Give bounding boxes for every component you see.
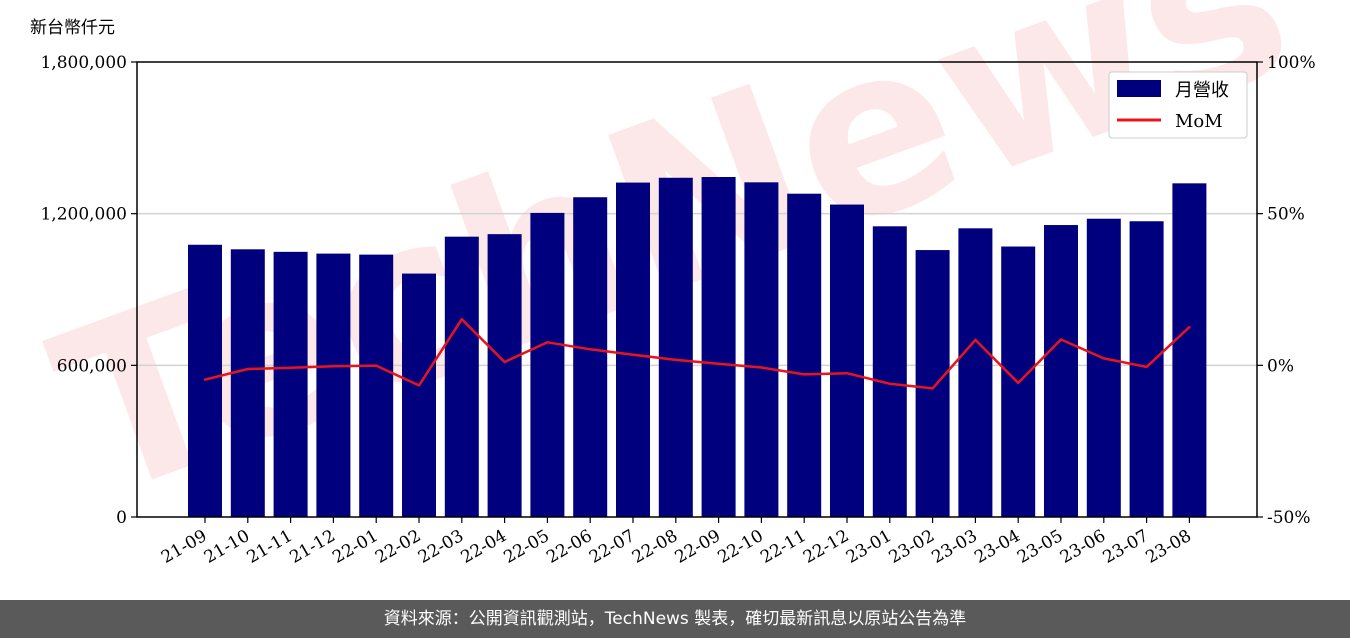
bar-22-01 bbox=[359, 254, 394, 517]
mom-point-23-02 bbox=[931, 387, 934, 390]
x-tick-label: 23-07 bbox=[1100, 526, 1152, 568]
x-tick-label: 23-01 bbox=[843, 526, 895, 568]
left-tick-label: 0 bbox=[116, 508, 127, 528]
mom-point-23-07 bbox=[1145, 365, 1148, 369]
mom-point-23-06 bbox=[1102, 357, 1106, 360]
mom-point-22-12 bbox=[845, 372, 849, 375]
x-tick-label: 22-05 bbox=[500, 526, 552, 568]
bar-23-01 bbox=[872, 226, 907, 518]
bar-23-06 bbox=[1086, 218, 1121, 517]
bar-22-06 bbox=[573, 197, 608, 517]
legend-bar-swatch bbox=[1117, 80, 1161, 97]
x-tick-label: 22-07 bbox=[586, 526, 638, 568]
x-tick-label: 21-12 bbox=[286, 526, 338, 568]
mom-point-21-12 bbox=[332, 365, 335, 368]
x-tick-label: 23-02 bbox=[886, 526, 938, 568]
mom-point-21-11 bbox=[289, 366, 292, 369]
x-tick-label: 22-08 bbox=[629, 526, 681, 568]
bar-22-09 bbox=[701, 177, 736, 517]
right-tick-label: 0% bbox=[1267, 356, 1294, 376]
bar-23-03 bbox=[958, 228, 993, 518]
x-tick-label: 22-11 bbox=[757, 526, 809, 568]
x-tick-label: 22-02 bbox=[372, 526, 424, 568]
x-tick-label: 23-04 bbox=[971, 526, 1023, 568]
right-tick-label: -50% bbox=[1267, 508, 1311, 528]
mom-point-23-04 bbox=[1017, 381, 1020, 385]
mom-point-23-03 bbox=[974, 338, 977, 342]
legend-label-revenue: 月營收 bbox=[1175, 80, 1229, 101]
mom-point-22-01 bbox=[375, 364, 378, 367]
legend-label-mom: MoM bbox=[1175, 111, 1223, 132]
x-tick-label: 22-10 bbox=[714, 526, 766, 568]
bar-22-05 bbox=[530, 212, 565, 518]
mom-point-22-08 bbox=[674, 358, 677, 362]
bar-21-11 bbox=[273, 251, 308, 517]
mom-point-22-03 bbox=[460, 318, 463, 321]
legend: 月營收 MoM bbox=[1108, 71, 1248, 139]
x-tick-label: 23-08 bbox=[1142, 526, 1194, 568]
left-tick-label: 600,000 bbox=[57, 356, 127, 376]
bar-22-08 bbox=[658, 177, 693, 517]
mom-point-22-04 bbox=[503, 360, 506, 364]
mom-point-21-09 bbox=[203, 378, 207, 381]
x-tick-label: 22-03 bbox=[415, 526, 467, 568]
bar-22-04 bbox=[487, 234, 522, 517]
mom-point-23-05 bbox=[1059, 338, 1063, 341]
source-footer: 資料來源：公開資訊觀測站，TechNews 製表，確切最新訊息以原站公告為準 bbox=[0, 600, 1350, 638]
bar-21-09 bbox=[188, 244, 222, 517]
left-tick-label: 1,200,000 bbox=[40, 205, 127, 225]
mom-point-22-05 bbox=[546, 341, 549, 344]
bar-22-11 bbox=[787, 193, 822, 518]
bar-22-10 bbox=[744, 182, 779, 518]
mom-point-22-09 bbox=[717, 362, 720, 366]
mom-point-22-06 bbox=[589, 348, 592, 351]
bar-22-07 bbox=[616, 182, 650, 517]
right-tick-label: 50% bbox=[1267, 205, 1305, 225]
bar-22-12 bbox=[830, 204, 864, 518]
x-tick-label: 23-03 bbox=[928, 526, 980, 568]
y-axis-unit-label: 新台幣仟元 bbox=[30, 18, 115, 38]
x-tick-label: 22-12 bbox=[800, 526, 852, 568]
x-tick-label: 22-04 bbox=[458, 526, 510, 568]
bar-23-08 bbox=[1172, 183, 1207, 518]
bar-21-12 bbox=[316, 253, 351, 517]
bar-21-10 bbox=[230, 249, 265, 517]
right-tick-label: 100% bbox=[1267, 53, 1316, 73]
bar-22-02 bbox=[402, 273, 436, 517]
bar-series bbox=[188, 177, 1207, 518]
mom-line bbox=[204, 317, 1191, 390]
mom-line-series bbox=[203, 317, 1191, 390]
mom-point-23-01 bbox=[888, 382, 891, 386]
x-tick-label: 23-06 bbox=[1057, 526, 1109, 568]
mom-point-22-07 bbox=[631, 353, 635, 356]
revenue-chart: TechNews 0600,0001,200,0001,800,000-50%0… bbox=[26, 0, 1320, 568]
mom-point-22-02 bbox=[417, 384, 421, 387]
left-tick-label: 1,800,000 bbox=[40, 53, 127, 73]
x-tick-label: 22-06 bbox=[543, 526, 595, 568]
mom-point-21-10 bbox=[246, 367, 249, 371]
mom-point-23-08 bbox=[1188, 325, 1191, 329]
x-tick-label: 23-05 bbox=[1014, 526, 1066, 568]
x-tick-label: 22-09 bbox=[672, 526, 724, 568]
mom-point-22-11 bbox=[803, 373, 806, 376]
bar-23-05 bbox=[1044, 225, 1078, 517]
x-tick-label: 21-11 bbox=[244, 526, 296, 568]
bar-22-03 bbox=[444, 236, 479, 518]
mom-point-22-10 bbox=[760, 366, 763, 369]
bar-23-02 bbox=[915, 250, 950, 518]
plot-frame bbox=[136, 61, 1258, 518]
bar-23-07 bbox=[1129, 221, 1164, 517]
x-tick-label: 22-01 bbox=[329, 526, 381, 568]
x-tick-label: 21-10 bbox=[201, 526, 253, 568]
